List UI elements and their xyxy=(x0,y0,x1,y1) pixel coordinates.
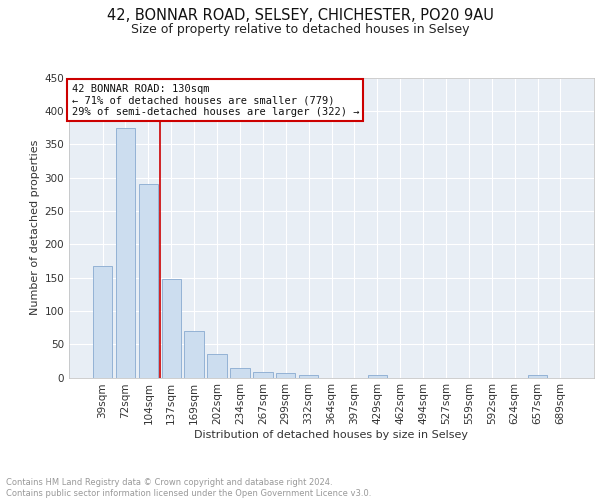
Bar xyxy=(253,372,272,378)
Bar xyxy=(299,375,319,378)
Bar xyxy=(368,375,387,378)
Text: Contains HM Land Registry data © Crown copyright and database right 2024.
Contai: Contains HM Land Registry data © Crown c… xyxy=(6,478,371,498)
Text: 42, BONNAR ROAD, SELSEY, CHICHESTER, PO20 9AU: 42, BONNAR ROAD, SELSEY, CHICHESTER, PO2… xyxy=(107,8,493,22)
Bar xyxy=(93,266,112,378)
Text: 42 BONNAR ROAD: 130sqm
← 71% of detached houses are smaller (779)
29% of semi-de: 42 BONNAR ROAD: 130sqm ← 71% of detached… xyxy=(71,84,359,116)
X-axis label: Distribution of detached houses by size in Selsey: Distribution of detached houses by size … xyxy=(194,430,469,440)
Bar xyxy=(139,184,158,378)
Bar xyxy=(276,373,295,378)
Bar xyxy=(116,128,135,378)
Bar xyxy=(528,375,547,378)
Bar xyxy=(161,279,181,378)
Bar xyxy=(208,354,227,378)
Y-axis label: Number of detached properties: Number of detached properties xyxy=(30,140,40,315)
Text: Size of property relative to detached houses in Selsey: Size of property relative to detached ho… xyxy=(131,22,469,36)
Bar xyxy=(230,368,250,378)
Bar xyxy=(184,331,204,378)
